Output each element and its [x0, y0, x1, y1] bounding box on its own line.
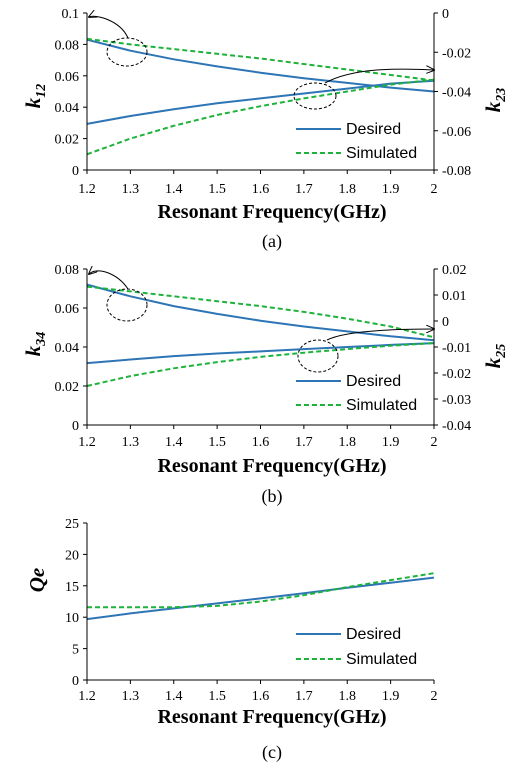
y-tick-label-right: -0.03 [442, 393, 471, 408]
x-tick-label: 1.8 [339, 182, 357, 197]
annotation-arrow-right [326, 329, 434, 341]
series-line-desired-left [86, 576, 435, 621]
chart-panel-a: 1.2 1.3 1.4 1.5 1.6 1.7 1.8 1.9 2 0 0.02 0.04 0.06 0.… [21, 7, 509, 252]
legend: Desired Simulated [296, 121, 417, 162]
annotation-arrow-left [89, 271, 129, 290]
y-tick-label-left: 15 [65, 580, 79, 595]
x-tick-label: 1.7 [295, 182, 313, 197]
x-tick-label: 1.2 [78, 689, 96, 704]
y-tick-label-left: 0 [72, 164, 79, 179]
series-line-simulated-left [86, 285, 435, 339]
x-tick-label: 1.3 [122, 182, 140, 197]
series-line-simulated-right [86, 342, 435, 387]
y-tick-label-right: -0.04 [442, 86, 471, 101]
x-tick-label: 1.6 [252, 689, 270, 704]
y-axis-title-left: k34 [21, 332, 49, 357]
legend-label-desired: Desired [346, 626, 401, 643]
annotation-ellipse-right [293, 82, 337, 110]
y-tick-label-left: 0.08 [55, 263, 80, 278]
caption-c: (c) [262, 742, 282, 763]
y-axis-title-right: k25 [481, 344, 509, 369]
x-axis-title: Resonant Frequency(GHz) [157, 706, 386, 728]
y-tick-label-right: -0.08 [442, 164, 471, 179]
y-axis-title-left: k12 [21, 84, 49, 109]
y-tick-label-right: 0 [442, 315, 449, 330]
y-tick-label-left: 0.1 [62, 7, 80, 22]
y-tick-label-right: 0.02 [442, 263, 467, 278]
legend-label-simulated: Simulated [346, 651, 417, 668]
y-axis-title-right: k23 [481, 88, 509, 113]
y-tick-label-right: 0.01 [442, 289, 467, 304]
y-tick-label-left: 0.04 [55, 341, 80, 356]
y-tick-label-left: 25 [65, 517, 79, 532]
series-line-simulated-left [87, 572, 435, 609]
x-tick-label: 1.4 [165, 435, 183, 450]
legend-label-desired: Desired [346, 121, 401, 138]
x-tick-label: 1.9 [382, 689, 400, 704]
chart-panel-b: 1.2 1.3 1.4 1.5 1.6 1.7 1.8 1.9 2 0 0.02 0.04 0.06 0.… [21, 263, 509, 507]
y-tick-label-left: 0.08 [55, 38, 80, 53]
annotations [89, 16, 434, 110]
y-tick-label-right: -0.02 [442, 46, 471, 61]
series-line-simulated-left [86, 37, 435, 82]
y-tick-label-left: 0 [72, 674, 79, 689]
x-tick-label: 1.3 [122, 435, 140, 450]
annotation-ellipse-left [106, 37, 148, 67]
x-tick-label: 1.5 [208, 435, 226, 450]
legend: Desired Simulated [296, 626, 417, 668]
x-tick-label: 1.9 [382, 182, 400, 197]
x-tick-label: 1.7 [295, 689, 313, 704]
y-tick-label-left: 0 [72, 419, 79, 434]
x-tick-label: 1.9 [382, 435, 400, 450]
y-tick-label-left: 0.02 [55, 380, 80, 395]
x-tick-label: 1.5 [208, 689, 226, 704]
x-tick-label: 1.5 [208, 182, 226, 197]
series-line-desired-right [86, 342, 435, 365]
annotation-ellipse-left [106, 288, 148, 322]
caption-a: (a) [262, 231, 282, 252]
series-line-desired-right [86, 79, 435, 125]
caption-b: (b) [262, 486, 283, 507]
annotation-arrow-left [89, 16, 129, 39]
legend-label-desired: Desired [346, 373, 401, 390]
x-tick-label: 1.8 [339, 435, 357, 450]
legend-label-simulated: Simulated [346, 397, 417, 414]
y-tick-label-right: -0.04 [442, 419, 471, 434]
y-tick-label-left: 20 [65, 548, 79, 563]
x-tick-label: 2 [431, 182, 438, 197]
x-axis-title: Resonant Frequency(GHz) [157, 455, 386, 477]
y-tick-label-left: 5 [72, 643, 79, 658]
y-tick-label-left: 0.02 [55, 133, 80, 148]
y-tick-label-right: -0.02 [442, 367, 471, 382]
x-axis-title: Resonant Frequency(GHz) [157, 201, 386, 223]
legend: Desired Simulated [296, 373, 417, 414]
x-tick-label: 1.4 [165, 182, 183, 197]
x-tick-label: 2 [431, 689, 438, 704]
x-tick-label: 1.6 [252, 182, 270, 197]
y-tick-label-right: 0 [442, 7, 449, 22]
annotation-arrow-right [324, 69, 434, 84]
x-tick-label: 2 [431, 435, 438, 450]
annotation-ellipse-right [297, 339, 339, 373]
x-tick-label: 1.2 [78, 182, 96, 197]
x-tick-label: 1.3 [122, 689, 140, 704]
series-line-desired-left [86, 283, 435, 342]
y-tick-label-right: -0.06 [442, 125, 471, 140]
x-tick-label: 1.6 [252, 435, 270, 450]
series-line-simulated-right [86, 78, 435, 156]
y-tick-label-left: 0.06 [55, 70, 80, 85]
y-axis-title-left: Qe [25, 568, 49, 593]
y-tick-label-left: 0.04 [55, 101, 80, 116]
x-tick-label: 1.7 [295, 435, 313, 450]
y-tick-label-right: -0.01 [442, 341, 471, 356]
y-tick-label-left: 0.06 [55, 302, 80, 317]
x-tick-label: 1.4 [165, 689, 183, 704]
annotations [89, 271, 434, 373]
x-tick-label: 1.8 [339, 689, 357, 704]
x-tick-label: 1.2 [78, 435, 96, 450]
legend-label-simulated: Simulated [346, 145, 417, 162]
y-tick-label-left: 10 [65, 611, 79, 626]
